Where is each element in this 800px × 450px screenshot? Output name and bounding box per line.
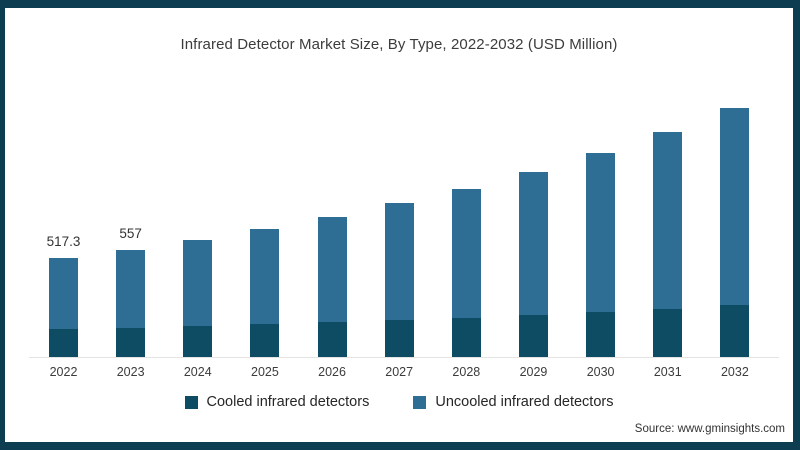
bar-segment-uncooled bbox=[518, 172, 548, 315]
legend-item-uncooled: Uncooled infrared detectors bbox=[413, 394, 613, 410]
bar-segment-uncooled bbox=[317, 217, 347, 322]
data-label-2022: 517.3 bbox=[46, 234, 81, 249]
source-attribution: Source: www.gminsights.com bbox=[634, 423, 785, 435]
bar-2032 bbox=[720, 108, 750, 357]
bar-segment-cooled bbox=[653, 309, 683, 357]
bar-segment-uncooled bbox=[384, 203, 414, 320]
chart-canvas: Infrared Detector Market Size, By Type, … bbox=[5, 8, 793, 442]
x-tick-2024: 2024 bbox=[183, 365, 212, 379]
legend-swatch-icon bbox=[413, 395, 427, 409]
bar-segment-uncooled bbox=[451, 189, 481, 318]
bar-segment-cooled bbox=[384, 320, 414, 357]
x-tick-2032: 2032 bbox=[720, 365, 749, 379]
bar-2030 bbox=[586, 153, 616, 357]
bar-2028 bbox=[451, 189, 481, 357]
legend-swatch-icon bbox=[184, 395, 198, 409]
legend: Cooled infrared detectors Uncooled infrar… bbox=[5, 394, 793, 410]
bar-2024 bbox=[183, 240, 213, 357]
x-tick-2022: 2022 bbox=[49, 365, 78, 379]
bar-2025 bbox=[250, 229, 280, 357]
x-axis-line bbox=[29, 357, 779, 358]
plot-area: 517.3 2022 557 2023 2024 2025 2026 2027 2028 2029… bbox=[5, 8, 793, 442]
bar-2027 bbox=[384, 203, 414, 357]
bar-2022 bbox=[49, 258, 78, 357]
bar-segment-cooled bbox=[250, 324, 280, 357]
bar-segment-cooled bbox=[183, 326, 213, 357]
legend-item-cooled: Cooled infrared detectors bbox=[184, 394, 370, 410]
x-tick-2031: 2031 bbox=[653, 365, 682, 379]
bar-2031 bbox=[653, 132, 683, 357]
bar-segment-cooled bbox=[49, 329, 78, 357]
bar-segment-uncooled bbox=[250, 229, 280, 324]
legend-label: Uncooled infrared detectors bbox=[435, 394, 614, 410]
x-tick-2030: 2030 bbox=[586, 365, 615, 379]
bar-segment-cooled bbox=[586, 312, 616, 357]
bar-segment-cooled bbox=[116, 328, 146, 357]
bar-2026 bbox=[317, 217, 347, 357]
bar-segment-uncooled bbox=[183, 240, 213, 326]
bar-segment-uncooled bbox=[720, 108, 750, 305]
bar-segment-cooled bbox=[451, 318, 481, 357]
x-tick-2023: 2023 bbox=[116, 365, 145, 379]
x-tick-2025: 2025 bbox=[251, 365, 279, 379]
x-tick-2027: 2027 bbox=[385, 365, 414, 379]
bar-segment-cooled bbox=[720, 305, 750, 357]
bar-2023 bbox=[116, 250, 146, 357]
x-tick-2028: 2028 bbox=[452, 365, 481, 379]
bar-segment-uncooled bbox=[49, 258, 78, 329]
chart-title: Infrared Detector Market Size, By Type, … bbox=[180, 36, 618, 53]
legend-label: Cooled infrared detectors bbox=[206, 394, 370, 410]
bar-segment-cooled bbox=[317, 322, 347, 357]
bar-segment-cooled bbox=[518, 315, 548, 357]
bar-2029 bbox=[518, 172, 548, 357]
bar-segment-uncooled bbox=[586, 153, 616, 312]
bar-segment-uncooled bbox=[653, 132, 683, 309]
x-tick-2026: 2026 bbox=[318, 365, 346, 379]
data-label-2023: 557 bbox=[119, 226, 142, 241]
x-tick-2029: 2029 bbox=[519, 365, 548, 379]
bar-segment-uncooled bbox=[116, 250, 146, 328]
